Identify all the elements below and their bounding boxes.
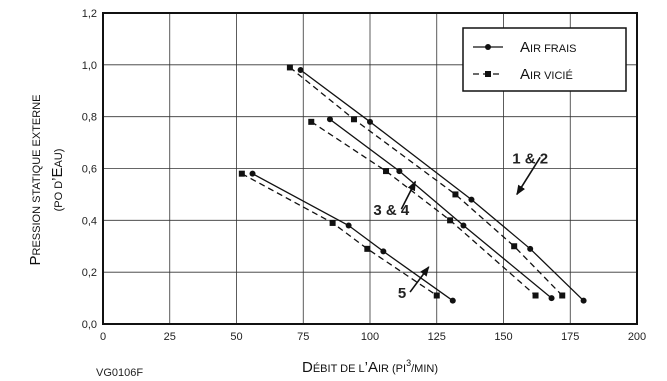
data-point-square: [433, 292, 440, 299]
series-air-frais: [249, 170, 456, 304]
legend-item-air-vicie: AIR VICIÉ: [473, 66, 573, 83]
x-tick-label: 175: [561, 331, 579, 343]
y-tick-label: 1,2: [82, 8, 97, 20]
series-air-vicie: [308, 118, 539, 299]
data-point-square: [364, 245, 371, 252]
data-point-square: [559, 292, 566, 299]
data-point-circle: [527, 245, 534, 252]
data-point-square: [308, 118, 315, 125]
y-axis-label: PRESSION STATIQUE EXTERNE (PO D’EAU): [27, 95, 66, 266]
y-tick-label: 0,0: [82, 319, 97, 331]
data-point-circle: [580, 297, 587, 304]
data-point-square: [286, 64, 293, 71]
annotation-arrow: [516, 156, 541, 196]
annotation-arrow: [400, 180, 417, 210]
data-point-square: [447, 217, 454, 224]
series-air-vicie: [286, 64, 566, 299]
tick-labels: 0 25 50 75 100 125 150 175 200 0,0 0,2 0,4 0,6 0,8 1,0…: [82, 8, 646, 343]
series-line-air-frais: [252, 173, 454, 302]
data-point-circle: [297, 67, 304, 74]
figure-code: VG0106F: [96, 367, 143, 379]
legend: AIR FRAIS AIR VICIÉ: [462, 27, 627, 92]
series-line-air-vicie: [241, 173, 438, 297]
annotation: 1 & 2: [512, 150, 548, 196]
series-air-vicie: [238, 170, 440, 299]
x-tick-label: 125: [428, 331, 446, 343]
data-point-circle: [326, 116, 333, 123]
annotation-arrow: [409, 266, 430, 293]
x-axis-label: DÉBIT DE L’AIR (PI3/MIN): [302, 358, 438, 376]
y-axis-label-line1: PRESSION STATIQUE EXTERNE: [27, 95, 44, 266]
data-point-circle: [249, 170, 256, 177]
annotation-label: 1 & 2: [512, 150, 548, 167]
data-point-square: [350, 116, 357, 123]
legend-item-air-frais: AIR FRAIS: [473, 39, 576, 56]
data-point-square: [238, 170, 245, 177]
data-point-square: [383, 168, 390, 175]
data-point-square: [329, 219, 336, 226]
data-point-circle: [380, 248, 387, 255]
y-tick-label: 0,6: [82, 164, 97, 176]
legend-label-air-frais: AIR FRAIS: [520, 39, 576, 56]
data-point-circle: [468, 196, 475, 203]
y-tick-label: 1,0: [82, 60, 97, 72]
series-line-air-vicie: [289, 66, 563, 296]
plot-frame: [102, 12, 638, 325]
data-point-square: [532, 292, 539, 299]
series-air-frais: [297, 67, 587, 304]
x-tick-label: 0: [100, 331, 106, 343]
y-axis-label-line2: (PO D’EAU): [49, 149, 66, 212]
y-tick-label: 0,4: [82, 215, 97, 227]
data-point-square: [452, 191, 459, 198]
annotations: 1 & 2 3 & 4 5: [373, 150, 548, 302]
legend-marker-square: [485, 71, 491, 77]
legend-marker-circle: [485, 44, 491, 50]
data-point-square: [511, 243, 518, 250]
y-tick-label: 0,2: [82, 267, 97, 279]
series-group: [238, 64, 587, 304]
annotation: 5: [398, 266, 430, 302]
data-point-circle: [460, 222, 467, 229]
x-tick-label: 100: [361, 331, 379, 343]
x-tick-label: 75: [297, 331, 309, 343]
y-tick-label: 0,8: [82, 112, 97, 124]
annotation: 3 & 4: [373, 180, 417, 219]
series-line-air-vicie: [310, 121, 536, 296]
x-tick-label: 50: [230, 331, 242, 343]
data-point-circle: [345, 222, 352, 229]
data-point-circle: [548, 295, 555, 302]
series-line-air-frais: [329, 118, 553, 299]
series-air-frais: [326, 116, 555, 302]
x-tick-label: 25: [164, 331, 176, 343]
annotation-label: 3 & 4: [373, 202, 410, 219]
data-point-circle: [449, 297, 456, 304]
x-tick-label: 150: [494, 331, 512, 343]
legend-box: [462, 27, 627, 92]
x-tick-label: 200: [628, 331, 646, 343]
data-point-circle: [396, 168, 403, 175]
annotation-label: 5: [398, 285, 406, 302]
data-point-circle: [367, 118, 373, 125]
legend-label-air-vicie: AIR VICIÉ: [520, 66, 573, 83]
